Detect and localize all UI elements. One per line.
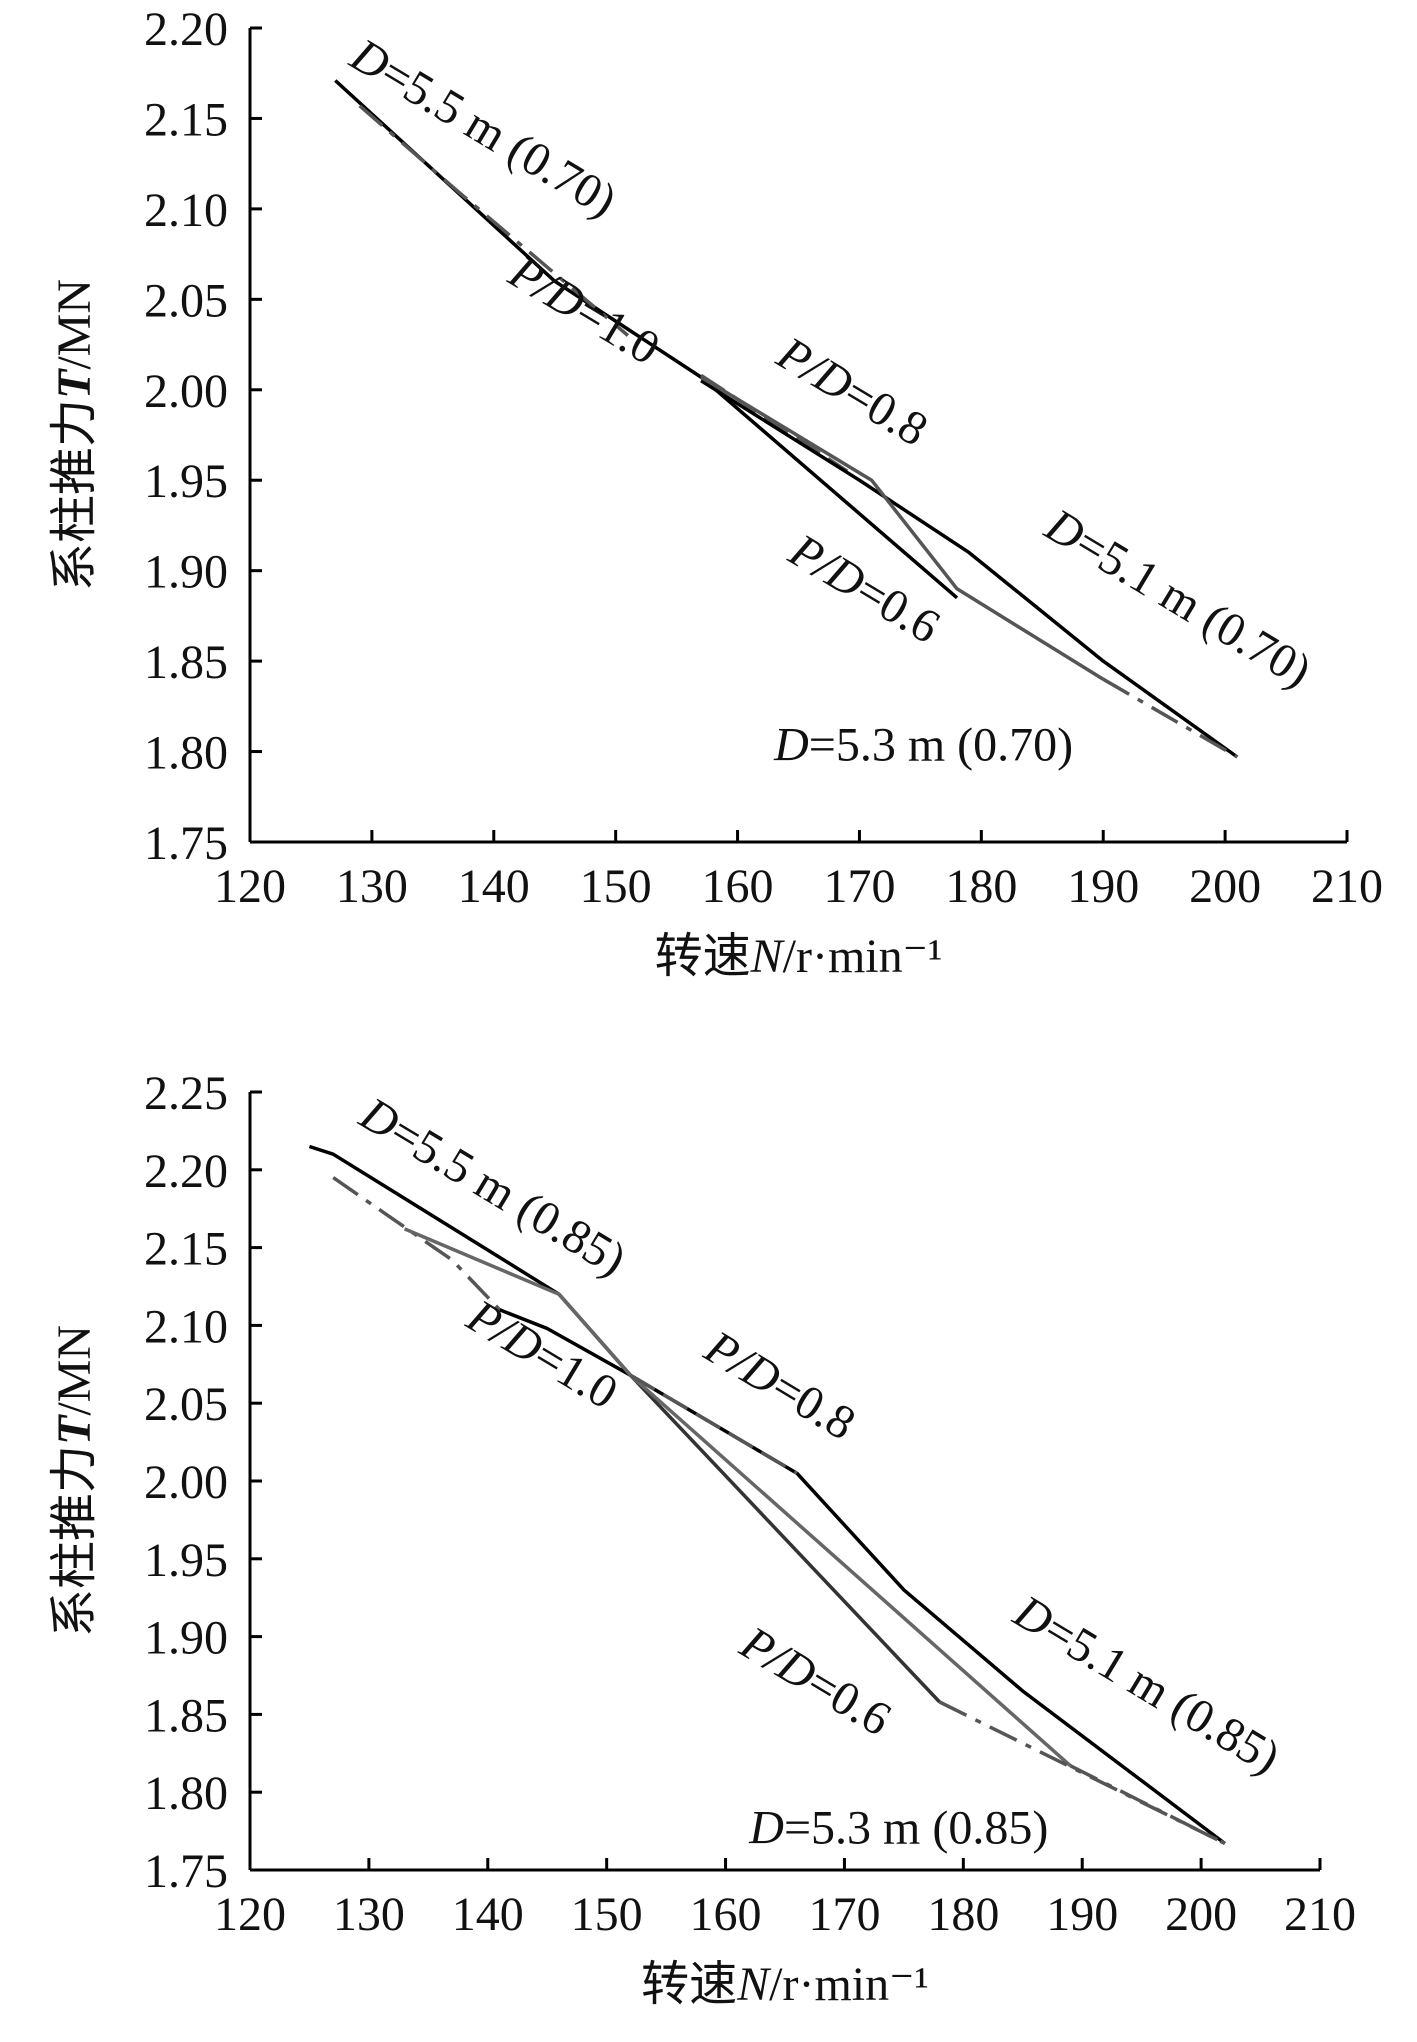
series-line (700, 379, 1239, 759)
x-tick-label: 170 (823, 860, 895, 913)
series-annotation: D=5.5 m (0.70) (341, 28, 625, 228)
y-tick-label: 1.85 (144, 636, 228, 689)
chart-2: 2.25 2.20 2.15 2.10 2.05 2.00 1.95 1.90 1.85 1.80… (48, 1067, 1356, 2011)
y-axis-label: 系柱推力T/MN (48, 279, 101, 591)
series-annotation: D=5.1 m (0.70) (1036, 498, 1320, 698)
series-line (499, 1308, 632, 1377)
x-tick-label: 120 (214, 860, 286, 913)
x-tick-label: 200 (1165, 1888, 1237, 1941)
y-tick-label: 2.15 (144, 93, 228, 146)
x-tick-label: 200 (1189, 860, 1261, 913)
series-annotation: D=5.5 m (0.85) (350, 1087, 634, 1287)
x-tick-label: 130 (336, 860, 408, 913)
series-annotation: P/D=1.0 (457, 1289, 626, 1420)
series-annotation: P/D=1.0 (499, 245, 668, 376)
series-line (629, 1373, 798, 1475)
y-tick-label: 1.95 (144, 1534, 228, 1587)
x-tick-label: 150 (580, 860, 652, 913)
series-line (332, 1176, 501, 1312)
series-line (1102, 677, 1239, 759)
x-tick-label: 150 (571, 1888, 643, 1941)
series-line (1069, 1764, 1226, 1846)
x-tick-label: 120 (214, 1888, 286, 1941)
x-tick-label: 180 (945, 860, 1017, 913)
y-tick-label: 2.00 (144, 365, 228, 418)
y-tick-label: 1.80 (144, 727, 228, 780)
y-tick-label: 2.10 (144, 184, 228, 237)
x-tick-label: 180 (927, 1888, 999, 1941)
series-line (358, 104, 630, 337)
y-tick-label: 2.25 (144, 1067, 228, 1120)
series-annotation: P/D=0.6 (780, 523, 949, 654)
y-tick-label: 2.20 (144, 1145, 228, 1198)
x-tick-label: 140 (452, 1888, 524, 1941)
y-tick-label: 1.75 (144, 817, 228, 870)
x-tick-label: 140 (458, 860, 530, 913)
y-tick-label: 2.15 (144, 1223, 228, 1276)
x-axis-label: 转速N/r·min⁻¹ (641, 1958, 929, 2011)
x-tick-label: 170 (808, 1888, 880, 1941)
x-tick-label: 130 (333, 1888, 405, 1941)
chart-1: 2.20 2.15 2.10 2.05 2.00 1.95 1.90 1.85 1.80 1.75… (48, 3, 1383, 983)
series-line (699, 375, 959, 600)
series-line (629, 1373, 941, 1704)
y-tick-label: 1.80 (144, 1767, 228, 1820)
series-line (700, 375, 1105, 681)
y-tick-label: 1.95 (144, 455, 228, 508)
y-tick-label: 2.20 (144, 3, 228, 56)
y-axis-label: 系柱推力T/MN (48, 1325, 101, 1637)
y-tick-label: 1.85 (144, 1689, 228, 1742)
series-annotation: D=5.3 m (0.70) (773, 719, 1073, 772)
x-tick-label: 190 (1046, 1888, 1118, 1941)
x-tick-label: 190 (1067, 860, 1139, 913)
y-tick-label: 1.75 (144, 1845, 228, 1898)
y-tick-label: 1.90 (144, 1612, 228, 1665)
x-tick-label: 160 (690, 1888, 762, 1941)
x-tick-label: 210 (1311, 860, 1383, 913)
y-tick-label: 2.05 (144, 1378, 228, 1431)
y-tick-label: 1.90 (144, 546, 228, 599)
x-tick-label: 210 (1284, 1888, 1356, 1941)
y-tick-label: 2.05 (144, 274, 228, 327)
x-tick-label: 160 (702, 860, 774, 913)
series-annotation: D=5.3 m (0.85) (748, 1802, 1048, 1855)
series-annotation: P/D=0.8 (695, 1320, 864, 1451)
y-tick-label: 2.10 (144, 1300, 228, 1353)
x-axis-label: 转速N/r·min⁻¹ (655, 930, 943, 983)
y-tick-label: 2.00 (144, 1456, 228, 1509)
series-line (403, 1227, 1072, 1768)
